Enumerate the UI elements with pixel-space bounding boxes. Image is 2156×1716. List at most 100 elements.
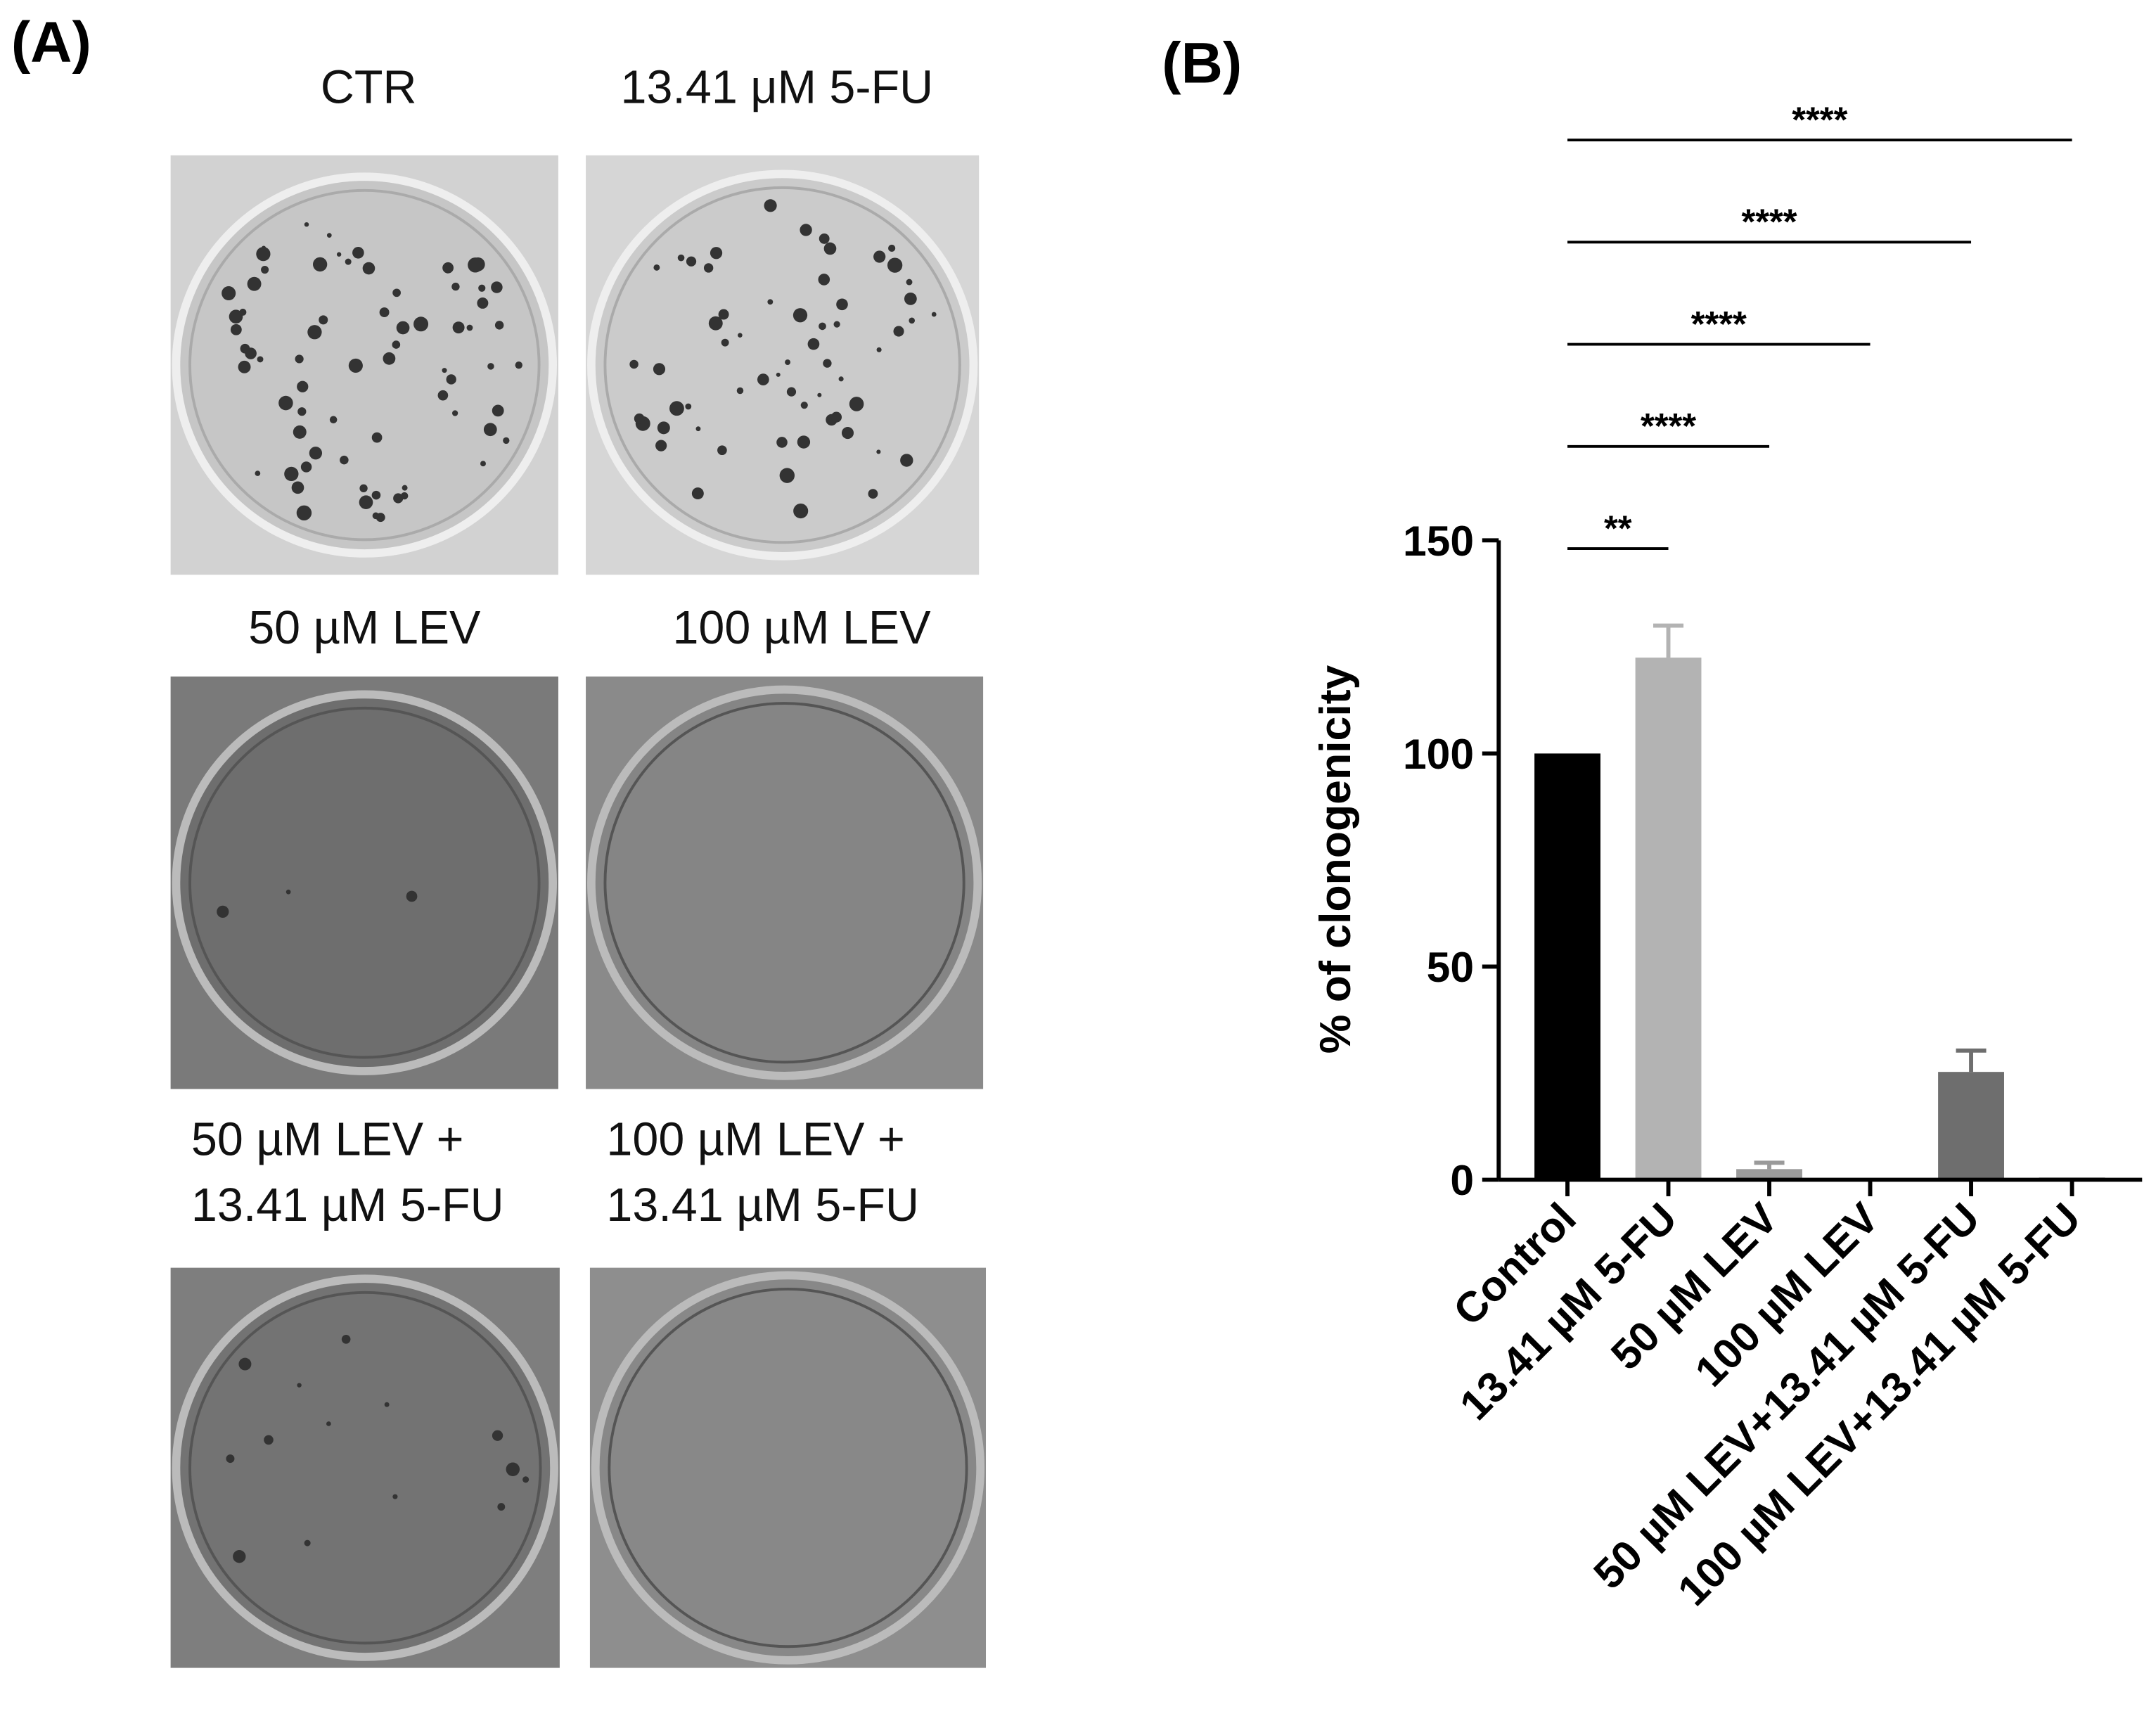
colony [362, 262, 376, 275]
colony [819, 233, 830, 244]
plate-caption: 100 µM LEV [672, 602, 931, 654]
plate-caption: CTR [321, 62, 417, 114]
colony [345, 258, 352, 265]
colony [392, 288, 401, 297]
colony [634, 413, 645, 424]
colony [229, 309, 243, 324]
colony [226, 1454, 235, 1464]
panel-label: (B) [1162, 31, 1242, 95]
colony [491, 281, 503, 293]
colony [691, 487, 704, 500]
colony [677, 254, 685, 262]
colony [779, 468, 795, 483]
colony [478, 284, 486, 292]
colony [703, 263, 714, 273]
dish [172, 690, 558, 1075]
colony [497, 1503, 506, 1511]
bar [1736, 1169, 1802, 1180]
y-tick-label: 100 [1403, 730, 1474, 778]
colony [785, 359, 791, 366]
dish [172, 1274, 558, 1661]
colony [392, 340, 401, 349]
y-tick-label: 50 [1427, 943, 1474, 991]
colony [655, 440, 667, 452]
colony [494, 321, 504, 330]
colony [396, 321, 410, 335]
error-bar [1956, 1048, 1987, 1072]
bar [1635, 658, 1702, 1180]
colony [446, 374, 456, 385]
colony [480, 461, 486, 467]
dish-rim [188, 188, 541, 542]
dish-rim [608, 1287, 968, 1648]
colony [776, 437, 788, 448]
colony [931, 312, 937, 317]
colony [284, 466, 299, 482]
colony [304, 222, 309, 227]
colony [786, 387, 797, 397]
colony [492, 404, 504, 417]
colony [230, 324, 242, 335]
colony [233, 1550, 246, 1563]
significance-label: **** [1741, 202, 1797, 242]
colony [477, 297, 489, 309]
colony [830, 411, 842, 423]
colony [909, 317, 916, 324]
colony [503, 437, 510, 444]
colony [238, 1357, 252, 1371]
significance-label: **** [1691, 304, 1747, 344]
colony [823, 359, 832, 368]
colony [466, 324, 473, 331]
colony [695, 426, 701, 432]
colony [393, 493, 404, 504]
colony [817, 392, 822, 397]
significance-label: **** [1641, 406, 1696, 446]
colony [255, 470, 261, 476]
colony [309, 447, 323, 460]
colony [264, 1435, 274, 1445]
colony [319, 315, 328, 325]
colony [261, 265, 269, 274]
plate-caption: 13.41 μM 5-FU [621, 62, 934, 114]
colony [312, 257, 328, 272]
colony [326, 233, 332, 238]
dish-rim [603, 186, 961, 544]
colony [359, 495, 373, 510]
colony [222, 286, 236, 301]
y-tick-label: 150 [1403, 517, 1474, 565]
colony [819, 322, 826, 331]
colony [340, 455, 349, 465]
colony [515, 361, 522, 369]
colony [383, 352, 396, 365]
dish-rim [188, 1291, 542, 1645]
colony [451, 410, 458, 416]
y-axis-label: % of clonogenicity [1311, 665, 1360, 1054]
colony [239, 308, 247, 316]
photo-panel: CTR 13.41 μM 5-FU 50 µM LEV 100 µM LEV 50 µM… [170, 62, 987, 1668]
colony [685, 403, 692, 410]
colony [247, 276, 262, 291]
colony [506, 1462, 520, 1476]
colony [823, 242, 837, 255]
colony [437, 390, 449, 401]
colony [841, 427, 854, 440]
colony [307, 325, 322, 340]
colony [483, 423, 497, 437]
colony [849, 397, 864, 411]
dish [591, 1271, 985, 1665]
colony [372, 512, 380, 520]
colony [800, 402, 808, 409]
significance-label: **** [1792, 99, 1847, 139]
colony [797, 435, 811, 449]
bar [1938, 1072, 2004, 1180]
colony [371, 432, 383, 443]
error-bar [1653, 623, 1684, 658]
colony [348, 358, 363, 373]
colony [329, 416, 338, 424]
colony [413, 316, 429, 332]
dish [172, 172, 558, 558]
colony [657, 421, 670, 435]
colony [793, 308, 808, 323]
bar-chart: % of clonogenicity050100150Control13.41 … [1311, 99, 2143, 1615]
